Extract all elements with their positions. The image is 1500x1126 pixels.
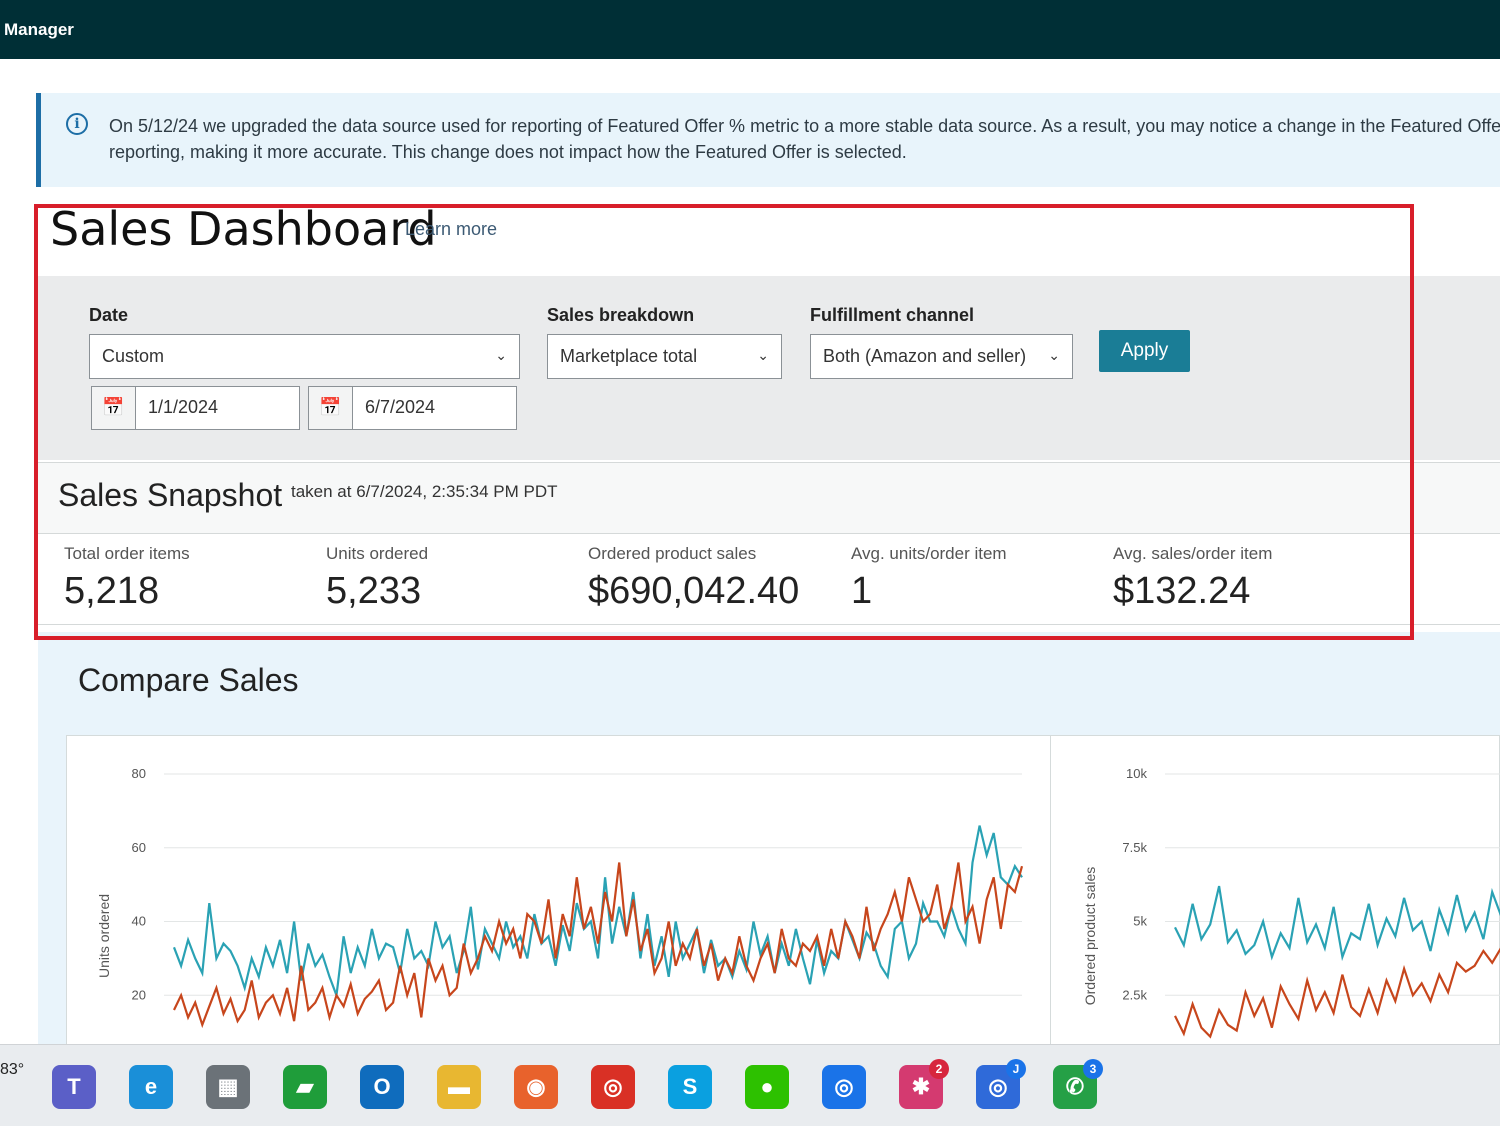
y-tick-label: 5k [1133, 914, 1147, 929]
compare-sales-section: Compare Sales 20 40 60 80 Units ordered 2.5k… [38, 632, 1500, 1066]
chrome-j-icon[interactable]: ◎ J [976, 1059, 1026, 1109]
metric-value: $132.24 [1113, 570, 1251, 612]
snapshot-timestamp: taken at 6/7/2024, 2:35:34 PM PDT [291, 482, 558, 501]
metric-avg-units-per-order-item: Avg. units/order item 1 [851, 544, 1007, 613]
y-tick-label: 7.5k [1122, 840, 1147, 855]
series-line-0 [1174, 885, 1500, 962]
calendar-icon[interactable]: 📅 [92, 387, 136, 429]
metric-value: 5,233 [326, 570, 422, 612]
metric-ordered-product-sales: Ordered product sales $690,042.40 [588, 544, 799, 613]
metric-value: $690,042.40 [588, 570, 800, 612]
banner-text: On 5/12/24 we upgraded the data source u… [109, 113, 1500, 165]
metric-label: Avg. units/order item [851, 544, 1007, 563]
ordered-product-sales-chart: 2.5k 5k 7.5k 10k Ordered product sales [1082, 766, 1500, 1039]
highlight-box [34, 204, 1414, 640]
divider [38, 624, 1500, 625]
outlook-icon[interactable]: O [360, 1065, 404, 1109]
slack-icon[interactable]: ✱ 2 [899, 1059, 949, 1109]
y-tick-label: 40 [132, 914, 146, 929]
weather-widget[interactable]: 83° [0, 1061, 25, 1078]
chrome-profile-icon[interactable]: ◎ [591, 1065, 635, 1109]
messages-icon[interactable]: ▰ [283, 1065, 327, 1109]
whatsapp-icon[interactable]: ✆ 3 [1053, 1059, 1103, 1109]
metric-total-order-items: Total order items 5,218 [64, 544, 190, 613]
skype-icon[interactable]: S [668, 1065, 712, 1109]
notification-badge: 3 [1083, 1059, 1103, 1079]
sales-breakdown-value: Marketplace total [560, 346, 698, 366]
chevron-down-icon: ⌄ [495, 347, 507, 363]
notification-badge: 2 [929, 1059, 949, 1079]
apply-button[interactable]: Apply [1099, 330, 1190, 372]
y-axis-label: Units ordered [96, 894, 112, 978]
metric-value: 1 [851, 570, 873, 612]
series-line-0 [172, 825, 1023, 996]
learn-more-link[interactable]: Learn more [405, 219, 498, 239]
compare-sales-title: Compare Sales [78, 662, 299, 698]
firefox-icon[interactable]: ◉ [514, 1065, 558, 1109]
y-tick-label: 80 [132, 766, 146, 781]
divider [1050, 736, 1051, 1066]
y-tick-label: 60 [132, 840, 146, 855]
start-date-value: 1/1/2024 [148, 397, 219, 417]
metric-avg-sales-per-order-item: Avg. sales/order item $132.24 [1113, 544, 1272, 613]
date-range-value: Custom [102, 346, 165, 366]
metric-value: 5,218 [64, 570, 160, 612]
y-tick-label: 20 [132, 987, 146, 1002]
metric-label: Total order items [64, 544, 190, 563]
chrome-active-icon[interactable]: ◎ [822, 1065, 866, 1109]
end-date-value: 6/7/2024 [365, 397, 436, 417]
metric-units-ordered: Units ordered 5,233 [326, 544, 428, 613]
edge-icon[interactable]: e [129, 1065, 173, 1109]
sales-breakdown-select[interactable]: Marketplace total ⌄ [547, 334, 782, 379]
banner-line-1: On 5/12/24 we upgraded the data source u… [109, 116, 1500, 136]
info-icon: i [66, 113, 88, 135]
info-banner: i On 5/12/24 we upgraded the data source… [36, 93, 1500, 187]
metric-label: Units ordered [326, 544, 429, 563]
fulfillment-channel-value: Both (Amazon and seller) [823, 346, 1027, 366]
sales-breakdown-label: Sales breakdown [547, 305, 695, 325]
page-title: Sales Dashboard [50, 202, 437, 256]
teams-icon[interactable]: T [52, 1065, 96, 1109]
metric-label: Ordered product sales [588, 544, 757, 563]
end-date-field[interactable]: 📅 6/7/2024 [308, 386, 517, 430]
sales-snapshot-title: Sales Snapshot [58, 477, 283, 513]
date-range-select[interactable]: Custom ⌄ [89, 334, 520, 379]
metric-label: Avg. sales/order item [1113, 544, 1273, 563]
calculator-icon[interactable]: ▦ [206, 1065, 250, 1109]
chevron-down-icon: ⌄ [757, 347, 769, 363]
y-axis-label: Ordered product sales [1082, 867, 1098, 1006]
wechat-icon[interactable]: ● [745, 1065, 789, 1109]
start-date-field[interactable]: 📅 1/1/2024 [91, 386, 300, 430]
y-tick-label: 2.5k [1122, 987, 1147, 1002]
units-ordered-chart: 20 40 60 80 Units ordered [96, 766, 1024, 1029]
series-line-1 [173, 862, 1024, 1029]
series-line-1 [1174, 947, 1500, 1039]
fulfillment-channel-select[interactable]: Both (Amazon and seller) ⌄ [810, 334, 1073, 379]
charts-container: 20 40 60 80 Units ordered 2.5k 5k 7.5k 10k Order… [66, 735, 1500, 1066]
notification-badge: J [1006, 1059, 1026, 1079]
fulfillment-channel-label: Fulfillment channel [810, 305, 975, 325]
app-title: Manager [4, 20, 74, 39]
file-explorer-icon[interactable]: ▬ [437, 1065, 481, 1109]
sales-snapshot-header: Sales Snapshot taken at 6/7/2024, 2:35:3… [38, 462, 1500, 534]
date-label: Date [89, 305, 129, 325]
calendar-icon[interactable]: 📅 [309, 387, 353, 429]
app-header: Manager [0, 0, 1500, 59]
banner-line-2: reporting, making it more accurate. This… [109, 142, 907, 162]
y-tick-label: 10k [1126, 766, 1147, 781]
chevron-down-icon: ⌄ [1048, 347, 1060, 363]
